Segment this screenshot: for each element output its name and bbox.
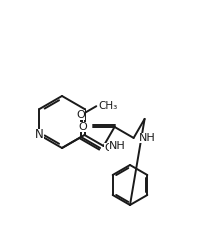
Text: CH₃: CH₃ xyxy=(98,101,118,111)
Text: NH: NH xyxy=(139,133,155,143)
Text: O: O xyxy=(104,143,113,153)
Text: NH: NH xyxy=(109,141,125,151)
Text: O: O xyxy=(77,110,85,120)
Text: N: N xyxy=(35,128,44,142)
Text: O: O xyxy=(79,122,88,132)
